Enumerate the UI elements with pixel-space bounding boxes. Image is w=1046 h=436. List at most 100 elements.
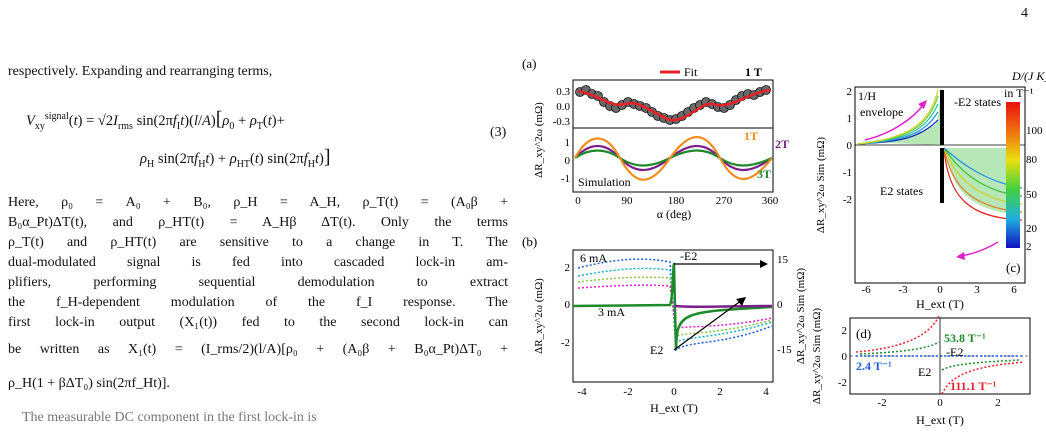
ytick: 0 (565, 155, 571, 167)
plot-frame (854, 86, 1026, 284)
figure: (a) 0.3 0.0 -0.3 1 0 -1 0 90 180 270 360… (522, 56, 1046, 427)
ytick-right: 15 (777, 254, 789, 266)
xtick: 360 (762, 195, 779, 207)
legend-fit: Fit (684, 65, 698, 79)
curve-111 (855, 315, 940, 353)
xtick: 4 (763, 386, 769, 398)
x-axis-label: H_ext (T) (916, 413, 964, 427)
panel-label-b: (b) (522, 234, 537, 249)
paragraph-line: B₀α_Pt)ΔT(t), and ρ_HT(t) = A_Hβ ΔT(t). … (8, 215, 508, 230)
colorbar-tick: 2 (1026, 241, 1032, 253)
label-E2-states-neg: -E2 states (954, 95, 1001, 109)
page-number: 4 (1021, 6, 1028, 21)
plot-frame (572, 249, 774, 383)
intro-line: respectively. Expanding and rearranging … (8, 64, 273, 79)
y-axis-label: ΔR_xy^2ω (mΩ) (533, 102, 545, 178)
paragraph-line: plifiers, performing sequential demodula… (8, 275, 508, 290)
ytick: 0 (565, 299, 571, 311)
label-538: 53.8 T⁻¹ (944, 331, 986, 345)
arrow-head (956, 252, 965, 260)
ytick: 2 (565, 262, 571, 274)
colorbar-title: D/(J K_ani) (1011, 69, 1046, 83)
xtick: -2 (623, 386, 632, 398)
xtick: 3 (974, 284, 980, 296)
sim-curve-1T (574, 135, 773, 181)
xtick: -6 (861, 284, 871, 296)
ytick: -2 (843, 194, 852, 206)
equation-line-2: ρH sin(2πfHt) + ρHT(t) sin(2πfHt)] (140, 146, 331, 170)
ytick: -2 (561, 337, 570, 349)
colorbar-title-units: in T⁻¹ (1004, 86, 1034, 100)
colorbar-gradient (1006, 102, 1020, 248)
y-axis-label: ΔR_xy^2ω (mΩ) (533, 278, 545, 354)
label-24: 2.4 T⁻¹ (856, 359, 892, 373)
paragraph-line: Here, ρ₀ = A₀ + B₀, ρ_H = A_H, ρ_T(t) = … (8, 195, 508, 210)
paragraph-line: ρ_T(t) and ρ_HT(t) are sensitive to a ch… (8, 235, 508, 250)
sim-curve-purple (674, 304, 773, 309)
label-simulation: Simulation (578, 175, 631, 189)
ytick: 2 (842, 325, 848, 337)
panel-label-a: (a) (522, 56, 536, 71)
ytick-right: -15 (777, 344, 792, 356)
colorbar-tick: 20 (1026, 223, 1038, 235)
label-envelope: envelope (860, 105, 903, 119)
panel-label-c: (c) (1006, 260, 1020, 275)
x-axis-label: H_ext (T) (650, 401, 698, 415)
fill-region (860, 90, 940, 145)
panel-label-d: (d) (856, 326, 871, 341)
bracket (940, 90, 944, 145)
ytick: 1 (847, 113, 853, 125)
colorbar-tick: 80 (1026, 154, 1038, 166)
xtick: 180 (668, 195, 685, 207)
data-points (575, 85, 771, 125)
ytick: -0.3 (553, 116, 571, 128)
colorbar-tick: 100 (1026, 125, 1043, 137)
curve-111 (941, 361, 1025, 395)
label-E2: E2 (650, 343, 663, 357)
xtick: 2 (995, 397, 1001, 409)
paragraph-line: The measurable DC component in the first… (22, 410, 317, 422)
label-3mA: 3 mA (598, 305, 625, 319)
x-axis-label: H_ext (T) (916, 297, 964, 311)
xtick: 0 (937, 397, 943, 409)
label-sim-2T: 2T (775, 137, 789, 151)
colorbar: D/(J K_ani) in T⁻¹ 100 80 50 20 2 (1004, 69, 1046, 253)
label-E2-neg: -E2 (680, 249, 697, 263)
label-1T: 1 T (745, 65, 762, 79)
colorbar-tick: 50 (1026, 189, 1038, 201)
paragraph-line: dual-modulated signal is fed into cascad… (8, 255, 508, 270)
panel-b: (b) 2 0 -2 15 0 -15 -4 -2 0 2 4 H_ext (T… (522, 234, 807, 415)
arrow-head (736, 297, 746, 306)
xtick: 2 (717, 386, 723, 398)
ytick: -1 (561, 173, 570, 185)
curve-family-pos (857, 89, 939, 145)
label-sim-3T: 3T (757, 167, 771, 181)
label-1111: 111.1 T⁻¹ (950, 379, 997, 393)
curve-538 (941, 359, 1021, 371)
xtick: 0 (575, 195, 581, 207)
equation-line-1: Vxysignal(t) = √2Irms sin(2πfIt)(l/A)[ρ0… (26, 108, 285, 132)
ytick: 0 (842, 351, 848, 363)
ytick: 1 (565, 137, 571, 149)
envelope-arrow (959, 241, 999, 257)
sim-curve-green (572, 262, 773, 351)
ytick: 2 (847, 86, 853, 98)
ytick: -1 (843, 167, 852, 179)
ytick: 0.0 (556, 101, 570, 113)
ytick: -2 (838, 377, 847, 389)
curve-3mA (577, 284, 773, 329)
equation-number: (3) (490, 125, 507, 140)
ytick-right: 0 (777, 299, 783, 311)
arrow-line (673, 299, 743, 351)
panel-c: 2 1 0 -1 -2 -6 -3 0 3 6 H_ext (T) ΔR_xy^… (815, 86, 1026, 311)
arrow-head (918, 100, 927, 109)
arrow-head (760, 260, 768, 268)
bracket (940, 148, 944, 203)
paragraph-line: first lock-in output (X₁(t)) fed to the … (8, 315, 508, 330)
label-E2: E2 (918, 365, 931, 379)
label-1-over-H: 1/H (858, 89, 876, 103)
xtick: 0 (937, 284, 943, 296)
xtick: 90 (622, 195, 634, 207)
xtick: -4 (577, 386, 587, 398)
curve-538 (859, 341, 940, 355)
